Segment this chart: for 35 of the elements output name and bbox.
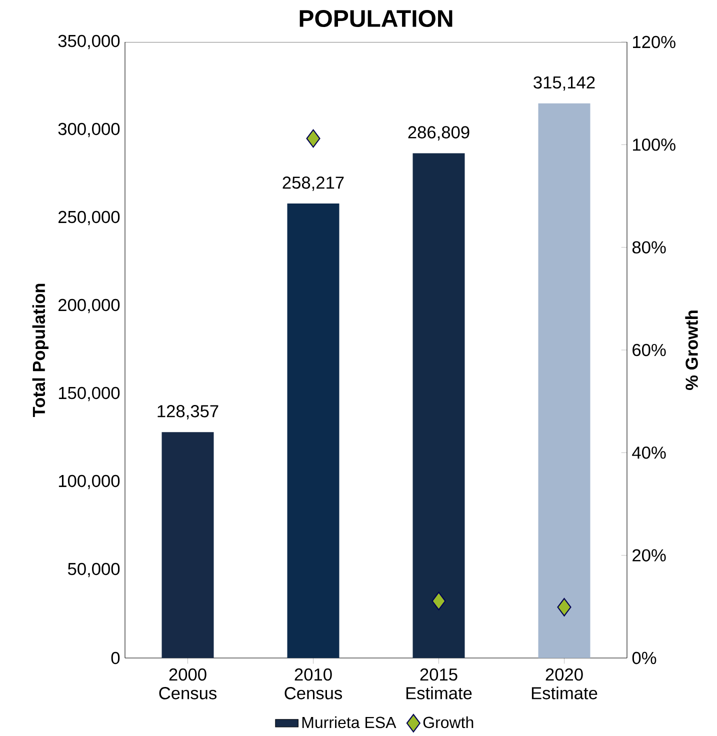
bar bbox=[538, 103, 590, 658]
x-tick-label: 2000 Census bbox=[159, 668, 217, 700]
y-tick-label: 100,000 bbox=[58, 474, 120, 490]
y2-tick-label: 100% bbox=[633, 138, 676, 151]
point bbox=[557, 598, 572, 616]
y-tick-label: 300,000 bbox=[58, 122, 120, 138]
bar bbox=[162, 432, 214, 658]
x-tick-label: 2020 Estimate bbox=[532, 668, 598, 700]
y-tick-label: 50,000 bbox=[68, 562, 120, 578]
x-tick-label: 2015 Estimate bbox=[406, 668, 472, 700]
y-tick-label: 350,000 bbox=[58, 34, 120, 50]
legend-label: Growth bbox=[423, 716, 474, 728]
y2-tick-label: 20% bbox=[632, 549, 666, 562]
data-label: 128,357 bbox=[158, 405, 218, 420]
y-tick-label: 150,000 bbox=[58, 386, 120, 402]
y2-tick-label: 80% bbox=[632, 241, 666, 254]
y-tick-label: 200,000 bbox=[58, 298, 120, 314]
chart-title: POPULATION bbox=[300, 10, 452, 28]
y2-tick-label: 40% bbox=[632, 446, 666, 459]
point bbox=[306, 129, 320, 148]
data-label: 315,142 bbox=[534, 76, 595, 91]
legend-label: Murrieta ESA bbox=[302, 716, 396, 728]
bar bbox=[287, 204, 340, 658]
y2-tick-label: 60% bbox=[632, 344, 666, 356]
x-tick-label: 2010 Census bbox=[284, 668, 342, 700]
y2-tick-label: 120% bbox=[633, 36, 676, 48]
y-tick-label: 0 bbox=[111, 652, 120, 664]
data-label: 258,217 bbox=[282, 176, 344, 191]
y-tick-label: 250,000 bbox=[58, 210, 120, 226]
y2-axis-title: % Growth bbox=[685, 310, 698, 390]
y2-tick-label: 0% bbox=[632, 652, 656, 664]
data-label: 286,809 bbox=[408, 126, 470, 141]
y-axis-title: Total Population bbox=[32, 284, 48, 418]
point bbox=[432, 592, 446, 610]
bar bbox=[412, 153, 465, 658]
